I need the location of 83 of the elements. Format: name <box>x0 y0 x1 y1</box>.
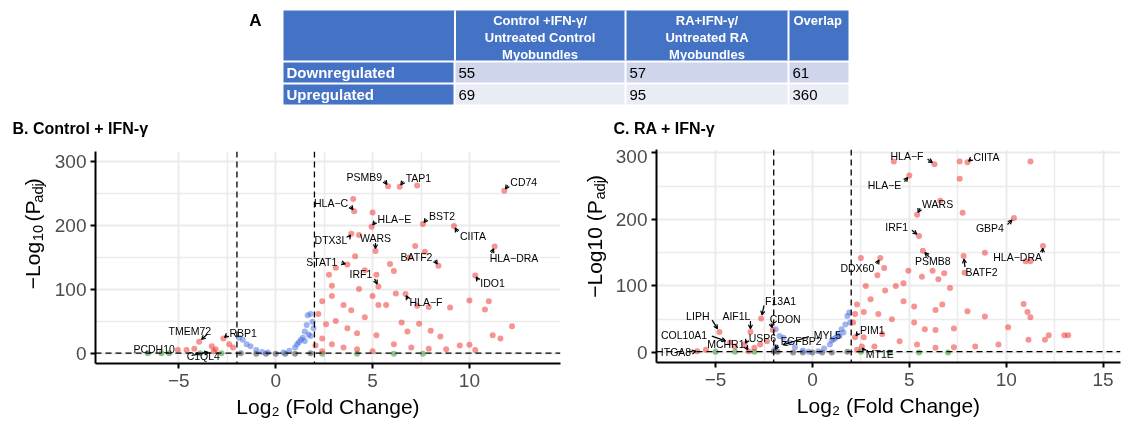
annotation: DTX3L <box>314 233 348 246</box>
annotation: HLA−E <box>377 212 412 225</box>
annotation: PSMB9 <box>346 171 383 184</box>
annotation: GBP4 <box>975 222 1005 235</box>
y-tick-label: 300 <box>615 145 648 167</box>
data-label: 57 <box>629 63 647 81</box>
point <box>731 348 738 355</box>
y-tick-label: 200 <box>54 214 87 236</box>
point <box>301 328 308 335</box>
annotation: HLA−DRA <box>489 251 539 264</box>
annotation: BST2 <box>428 210 456 223</box>
annotation: PSMB8 <box>915 254 951 267</box>
annotation: MT1E <box>865 347 894 360</box>
x-tick-label: RA+IFN-γ/ Untreated RA Myobundles <box>665 12 750 62</box>
x-tick-label: −5 <box>704 368 727 390</box>
y-axis-title: −Log10 (Padj) <box>21 178 46 290</box>
chart-title: B. Control + IFN-γ <box>12 120 149 137</box>
y-tick-label: 200 <box>615 208 648 230</box>
annotation: AIF1L <box>722 309 751 322</box>
annotation: TMEM72 <box>168 324 212 337</box>
x-axis-title: Log₂ (Fold Change) <box>236 394 420 418</box>
annotation: C1QL4 <box>186 350 221 363</box>
y-axis-title: −Log10 (Padj) <box>583 175 608 298</box>
annotation: RBP1 <box>229 327 257 340</box>
point <box>253 347 260 353</box>
annotation: TAP1 <box>405 171 432 184</box>
y-tick-label: Upregulated <box>286 86 375 103</box>
x-tick-label: 0 <box>270 369 281 391</box>
annotation: CDON <box>769 312 801 325</box>
x-tick-label: Control +IFN-γ/ Untreated Control Myobundles <box>484 12 596 62</box>
annotation: CIITA <box>973 151 1000 164</box>
data-label: 69 <box>458 85 476 103</box>
annotation: PCDH10 <box>133 343 175 356</box>
data-label: 95 <box>629 85 647 103</box>
annotation: HLA−F <box>890 150 924 163</box>
x-tick-label: 5 <box>904 368 915 390</box>
y-tick-label: 100 <box>615 275 648 297</box>
annotation: USP6 <box>748 331 777 344</box>
y-tick-label: 0 <box>75 343 87 365</box>
x-tick-label: 0 <box>807 368 818 390</box>
annotation: CD74 <box>510 175 538 188</box>
annotation: STAT1 <box>306 255 338 268</box>
annotation: WARS <box>359 232 392 245</box>
annotation: IRF1 <box>349 268 373 281</box>
x-tick-label: 10 <box>995 368 1017 390</box>
point <box>247 343 254 350</box>
point <box>712 348 719 355</box>
point <box>301 338 308 345</box>
data-label: 61 <box>792 63 810 81</box>
point <box>309 318 316 325</box>
annotation: WARS <box>922 197 954 210</box>
y-tick-label: 0 <box>636 342 648 364</box>
annotation: CIITA <box>459 230 486 243</box>
annotation: COL10A1 <box>661 328 708 341</box>
annotation: BATF2 <box>965 266 998 278</box>
annotation: HLA−C <box>314 197 349 210</box>
annotation: HLA−DRA <box>993 251 1043 264</box>
data-label: 360 <box>792 85 818 103</box>
annotation: F13A1 <box>765 294 797 307</box>
annotation: PIM1 <box>860 324 885 337</box>
annotation: IRF1 <box>885 221 909 234</box>
text: A <box>249 11 262 30</box>
x-tick-label: 5 <box>367 369 378 391</box>
point <box>303 321 310 328</box>
annotation: HLA−F <box>409 296 443 309</box>
y-tick-label: 100 <box>54 279 87 301</box>
x-tick-label: Overlap <box>793 12 842 28</box>
annotation: BATF2 <box>400 250 433 263</box>
chart-title: C. RA + IFN-γ <box>613 120 715 137</box>
point <box>821 345 828 352</box>
y-tick-label: 300 <box>54 150 87 172</box>
annotation: IDO1 <box>480 277 505 290</box>
point <box>390 350 397 357</box>
x-axis-title: Log₂ (Fold Change) <box>796 393 981 417</box>
data-label: 55 <box>458 63 476 81</box>
annotation: HLA−E <box>867 179 902 192</box>
x-tick-label: 15 <box>1092 368 1114 390</box>
annotation: DDX60 <box>840 262 875 274</box>
y-tick-label: Downregulated <box>286 64 395 81</box>
annotation: LIPH <box>686 309 710 322</box>
annotation: MCHR1 <box>707 338 745 351</box>
x-tick-label: −5 <box>167 369 190 391</box>
x-tick-label: 10 <box>458 369 481 391</box>
